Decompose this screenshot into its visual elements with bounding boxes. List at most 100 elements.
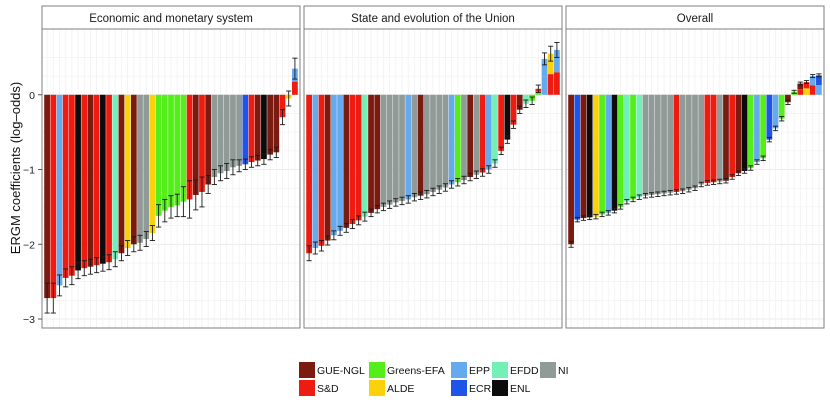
error-bar	[168, 195, 174, 219]
bar	[112, 94, 119, 260]
bar-segment	[330, 94, 337, 236]
error-bar	[380, 202, 387, 212]
error-bar	[356, 215, 362, 226]
bar	[330, 94, 337, 236]
bar-segment	[143, 94, 150, 240]
bar-segment	[592, 94, 599, 217]
error-bar	[673, 189, 680, 195]
bar	[318, 94, 325, 246]
bar-segment	[118, 94, 125, 254]
error-bar	[106, 254, 112, 271]
bar-segment	[803, 88, 810, 95]
legend-item: GUE-NGL	[299, 362, 365, 378]
bar	[454, 94, 461, 183]
error-bar	[587, 214, 593, 221]
bar-segment	[611, 94, 618, 211]
bar	[155, 94, 162, 216]
bar	[523, 94, 529, 104]
bar	[355, 94, 362, 221]
legend-swatch	[299, 380, 315, 396]
error-bar	[242, 158, 248, 170]
y-tick-label: 0	[29, 90, 35, 102]
panel-title: Overall	[677, 13, 713, 25]
bar	[803, 82, 810, 95]
bar	[747, 94, 754, 169]
bar-segment	[554, 49, 560, 73]
bar	[692, 94, 698, 189]
bar-segment	[399, 94, 405, 201]
bar	[205, 94, 212, 185]
error-bar	[636, 194, 642, 200]
error-bar	[279, 109, 286, 126]
bar	[223, 94, 230, 172]
bar	[380, 94, 387, 207]
bar	[547, 53, 554, 95]
legend-item: Greens-EFA	[369, 362, 445, 378]
bar	[667, 94, 674, 193]
error-bar	[248, 156, 255, 168]
bar-segment	[642, 94, 649, 196]
bar	[343, 94, 350, 228]
legend-item: EFDD	[492, 362, 539, 378]
bar-segment	[248, 94, 255, 163]
bar-segment	[168, 94, 174, 207]
error-bar	[729, 174, 735, 180]
error-bar	[599, 211, 605, 218]
error-bar	[331, 230, 337, 241]
bar-segment	[766, 94, 773, 140]
bar-segment	[772, 94, 779, 129]
error-bar	[760, 155, 766, 162]
bar	[161, 94, 168, 211]
error-bar	[399, 196, 405, 206]
bar-segment	[710, 94, 717, 183]
error-bar	[704, 180, 710, 186]
error-bar	[186, 180, 193, 219]
bar-segment	[698, 94, 705, 185]
error-bar	[523, 99, 529, 108]
bar-segment	[192, 94, 199, 195]
bar	[50, 94, 57, 299]
error-bar	[199, 176, 205, 208]
error-bar	[611, 207, 618, 214]
bar-segment	[81, 94, 88, 269]
bar	[106, 94, 112, 263]
bar-segment	[723, 94, 729, 181]
bar	[180, 94, 187, 202]
error-bar	[692, 185, 698, 191]
panel-1: Economic and monetary system	[41, 5, 301, 329]
error-bar	[797, 81, 803, 86]
bar-segment	[211, 94, 218, 178]
error-bar	[803, 80, 810, 85]
bar-segment	[254, 94, 261, 161]
bar-segment	[574, 94, 581, 220]
bar-segment	[547, 53, 554, 75]
panel-border	[303, 28, 563, 329]
bar	[236, 94, 243, 166]
bar	[267, 94, 274, 155]
bar	[93, 94, 100, 266]
legend-item: ENL	[492, 380, 531, 396]
bar-segment	[137, 94, 143, 243]
bar-segment	[467, 94, 474, 178]
bar	[130, 94, 137, 245]
bar	[306, 94, 312, 254]
bar	[685, 94, 692, 190]
bar-segment	[667, 94, 674, 193]
error-bar	[205, 175, 211, 194]
bar	[473, 94, 480, 175]
y-tick-label: −2	[23, 239, 35, 251]
bar-segment	[343, 94, 350, 228]
error-bar	[368, 208, 374, 218]
panel-title: Economic and monetary system	[89, 13, 253, 25]
error-bar	[137, 234, 143, 251]
bar	[442, 94, 449, 188]
y-axis-label: ERGM coefficients (log–odds)	[8, 82, 23, 254]
error-bar	[217, 165, 224, 182]
error-bar	[618, 204, 624, 210]
error-bar	[418, 191, 424, 200]
bar-segment	[279, 94, 286, 118]
error-bar	[642, 192, 649, 199]
legend: GUE-NGL Greens-EFA EPP EFDD NI S&D ALDE ECR ENL	[299, 362, 569, 396]
bar	[399, 94, 405, 201]
error-bar	[735, 170, 741, 176]
